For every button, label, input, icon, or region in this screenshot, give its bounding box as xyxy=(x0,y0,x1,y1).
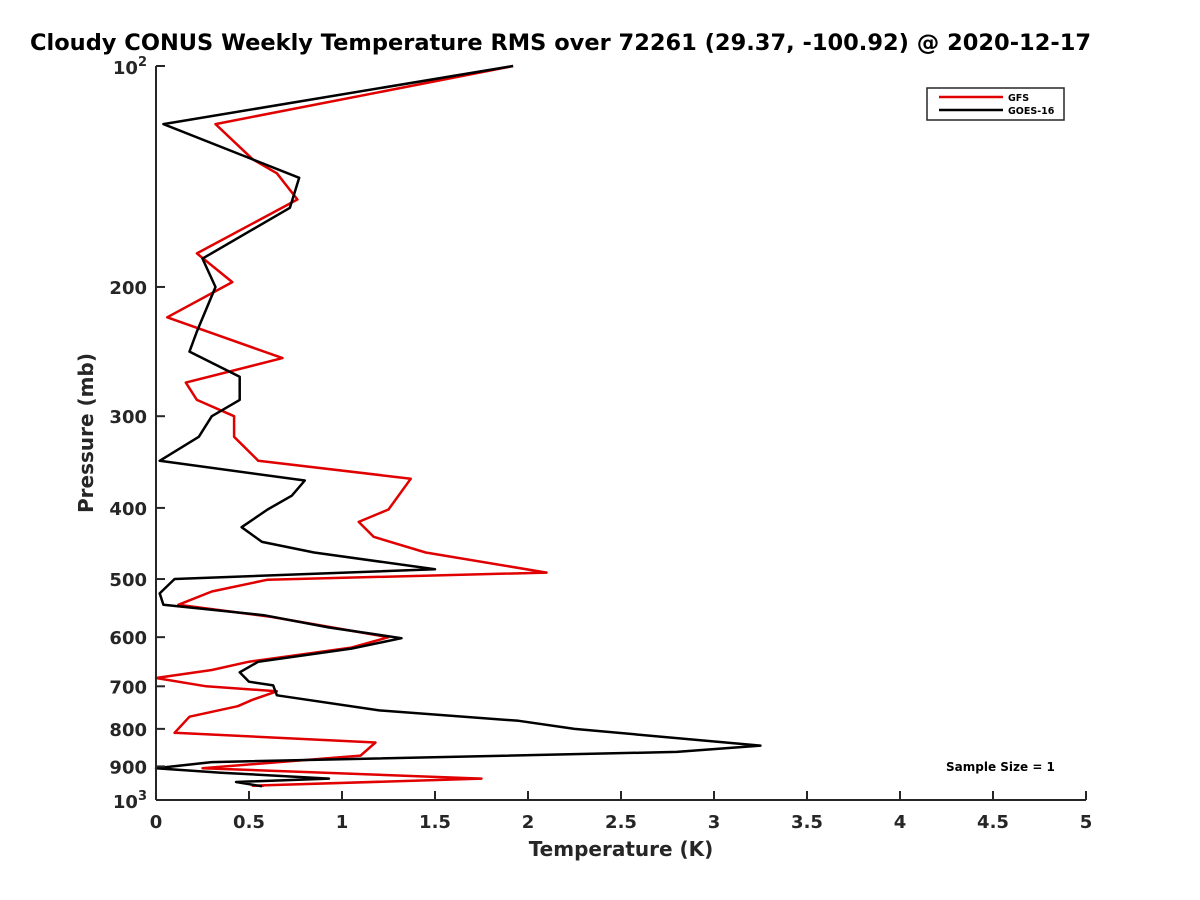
y-tick-label: 102 xyxy=(113,55,147,79)
x-tick-label: 1.5 xyxy=(419,812,451,833)
y-tick-label: 400 xyxy=(109,499,147,520)
x-tick-label: 2 xyxy=(522,812,535,833)
y-tick-label: 300 xyxy=(109,407,147,428)
x-tick-label: 3 xyxy=(708,812,721,833)
chart-title: Cloudy CONUS Weekly Temperature RMS over… xyxy=(30,30,1092,56)
x-tick-label: 0.5 xyxy=(233,812,265,833)
x-tick-label: 0 xyxy=(150,812,163,833)
x-tick-label: 4 xyxy=(894,812,907,833)
sample-size-annotation: Sample Size = 1 xyxy=(946,760,1055,774)
x-tick-label: 4.5 xyxy=(977,812,1009,833)
series-layer xyxy=(154,64,762,788)
legend-box xyxy=(926,87,1065,121)
y-tick-label: 600 xyxy=(109,628,147,649)
legend-label-gfs: GFS xyxy=(1008,93,1029,104)
x-axis-label: Temperature (K) xyxy=(529,837,714,861)
series-line-goes-16 xyxy=(154,64,762,788)
y-tick-label: 103 xyxy=(113,789,147,813)
x-tick-label: 3.5 xyxy=(791,812,823,833)
x-tick-label: 2.5 xyxy=(605,812,637,833)
y-axis-label: Pressure (mb) xyxy=(74,353,98,513)
ticks-layer: 0 0.5 1 1.5 2 2.5 3 3.5 4 4.5 5 102 200 300 400 500 600 7… xyxy=(109,55,1092,833)
y-tick-label: 900 xyxy=(109,757,147,778)
y-tick-label: 700 xyxy=(109,677,147,698)
y-tick-label: 200 xyxy=(109,278,147,299)
x-tick-label: 1 xyxy=(336,812,349,833)
x-tick-label: 5 xyxy=(1080,812,1093,833)
legend: GFS GOES-16 xyxy=(926,87,1065,121)
y-tick-label: 500 xyxy=(109,570,147,591)
y-tick-label: 800 xyxy=(109,720,147,741)
legend-label-goes-16: GOES-16 xyxy=(1008,106,1055,117)
series-line-gfs xyxy=(154,64,548,787)
